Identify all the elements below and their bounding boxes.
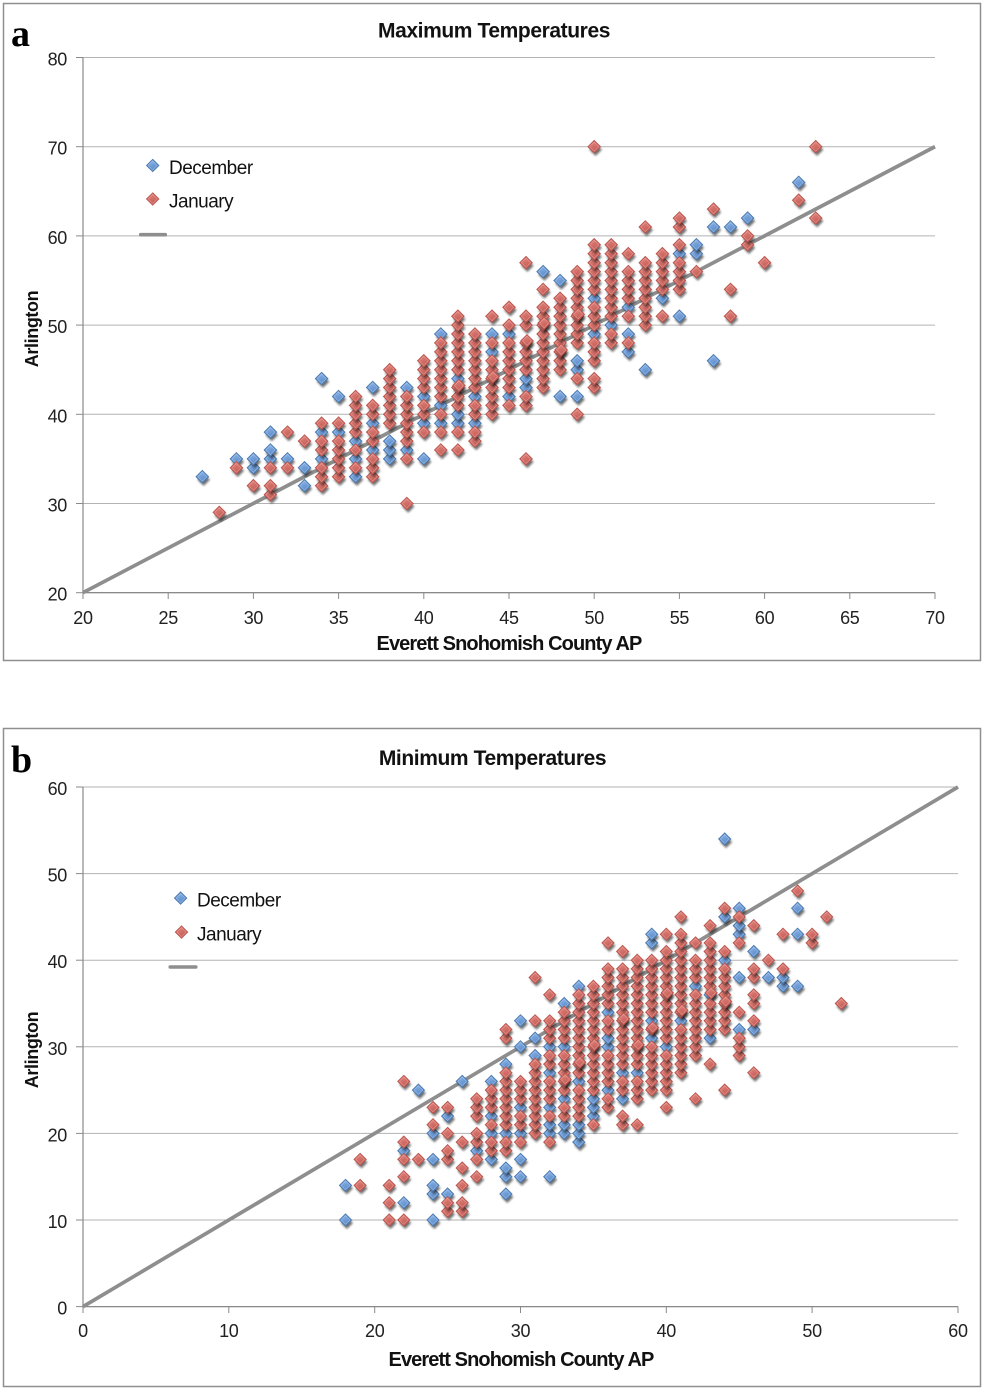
svg-text:Everett Snohomish County AP: Everett Snohomish County AP — [377, 633, 643, 655]
svg-text:40: 40 — [48, 952, 68, 972]
svg-text:0: 0 — [57, 1299, 67, 1319]
svg-text:40: 40 — [657, 1321, 677, 1341]
svg-text:60: 60 — [755, 608, 775, 628]
svg-text:December: December — [169, 158, 254, 179]
svg-text:0: 0 — [78, 1321, 88, 1341]
svg-text:Everett Snohomish County AP: Everett Snohomish County AP — [389, 1349, 655, 1371]
svg-text:50: 50 — [48, 866, 68, 886]
svg-text:80: 80 — [48, 50, 68, 70]
svg-text:45: 45 — [499, 608, 519, 628]
svg-text:January: January — [197, 925, 262, 946]
svg-text:30: 30 — [244, 608, 264, 628]
svg-text:30: 30 — [48, 496, 68, 516]
svg-text:65: 65 — [840, 608, 860, 628]
svg-text:10: 10 — [48, 1212, 68, 1232]
svg-text:a: a — [11, 13, 30, 55]
svg-text:60: 60 — [948, 1321, 968, 1341]
svg-text:30: 30 — [511, 1321, 531, 1341]
svg-text:60: 60 — [48, 228, 68, 248]
svg-text:January: January — [169, 192, 234, 213]
svg-text:50: 50 — [584, 608, 604, 628]
svg-text:30: 30 — [48, 1039, 68, 1059]
svg-text:70: 70 — [48, 139, 68, 159]
svg-text:Arlington: Arlington — [22, 1012, 42, 1088]
svg-text:10: 10 — [219, 1321, 239, 1341]
svg-text:December: December — [197, 891, 282, 912]
svg-text:55: 55 — [670, 608, 690, 628]
svg-text:50: 50 — [48, 317, 68, 337]
svg-text:25: 25 — [158, 608, 178, 628]
svg-text:Maximum Temperatures: Maximum Temperatures — [378, 20, 610, 43]
svg-text:Arlington: Arlington — [22, 291, 42, 367]
svg-text:Minimum Temperatures: Minimum Temperatures — [379, 747, 606, 770]
svg-text:b: b — [11, 739, 32, 781]
svg-text:60: 60 — [48, 779, 68, 799]
svg-text:50: 50 — [802, 1321, 822, 1341]
svg-text:40: 40 — [414, 608, 434, 628]
svg-text:20: 20 — [73, 608, 93, 628]
svg-text:20: 20 — [48, 1125, 68, 1145]
svg-text:35: 35 — [329, 608, 349, 628]
svg-text:20: 20 — [365, 1321, 385, 1341]
svg-text:40: 40 — [48, 406, 68, 426]
svg-text:20: 20 — [48, 585, 68, 605]
svg-text:70: 70 — [925, 608, 945, 628]
